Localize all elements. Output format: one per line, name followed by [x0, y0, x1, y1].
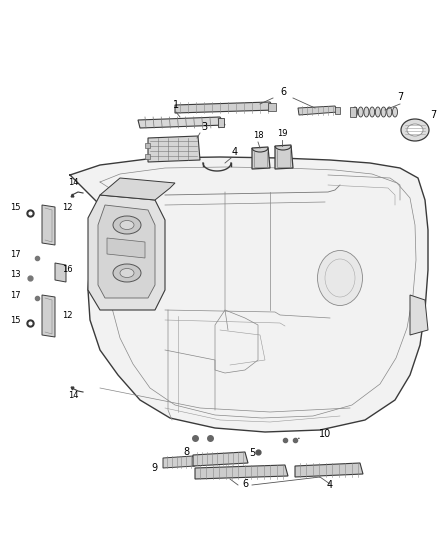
Bar	[268, 103, 276, 111]
Bar	[145, 143, 150, 148]
Ellipse shape	[364, 107, 369, 117]
Bar	[145, 154, 150, 159]
Text: 13: 13	[10, 270, 20, 279]
Ellipse shape	[358, 107, 363, 117]
Polygon shape	[70, 157, 428, 432]
Polygon shape	[88, 195, 165, 310]
Ellipse shape	[120, 221, 134, 230]
Text: 9: 9	[152, 463, 158, 473]
Ellipse shape	[318, 251, 363, 305]
Ellipse shape	[387, 107, 392, 117]
Bar	[350, 107, 356, 117]
Polygon shape	[175, 102, 275, 113]
Text: 16: 16	[62, 265, 73, 274]
Text: 14: 14	[68, 391, 78, 400]
FancyArrowPatch shape	[298, 438, 299, 439]
Text: 14: 14	[68, 178, 78, 187]
Text: 6: 6	[242, 479, 248, 489]
Polygon shape	[107, 238, 145, 258]
Text: 18: 18	[253, 131, 263, 140]
Ellipse shape	[392, 107, 398, 117]
Bar	[218, 118, 224, 127]
Text: 7: 7	[397, 92, 403, 102]
Ellipse shape	[113, 216, 141, 234]
Text: 12: 12	[62, 203, 73, 212]
Text: 15: 15	[10, 316, 20, 325]
Text: 8: 8	[184, 447, 190, 457]
Polygon shape	[98, 205, 155, 298]
Ellipse shape	[375, 107, 380, 117]
Text: 10: 10	[319, 429, 331, 439]
Ellipse shape	[407, 124, 423, 136]
Polygon shape	[55, 263, 66, 282]
Polygon shape	[252, 147, 270, 169]
Text: 4: 4	[327, 480, 333, 490]
Polygon shape	[275, 145, 293, 169]
Polygon shape	[148, 136, 200, 162]
Text: 17: 17	[10, 291, 20, 300]
Polygon shape	[42, 295, 55, 337]
Polygon shape	[138, 117, 225, 128]
Text: 19: 19	[277, 129, 287, 138]
Ellipse shape	[120, 269, 134, 278]
Ellipse shape	[353, 107, 357, 117]
Text: 17: 17	[10, 250, 20, 259]
Polygon shape	[193, 452, 248, 466]
Polygon shape	[195, 465, 288, 479]
Polygon shape	[295, 463, 363, 477]
Text: 5: 5	[249, 448, 255, 458]
Text: 4: 4	[232, 147, 238, 157]
Text: 7: 7	[430, 110, 436, 120]
Text: 3: 3	[201, 122, 207, 132]
Text: 6: 6	[280, 87, 286, 97]
Polygon shape	[100, 178, 175, 200]
Bar	[335, 107, 340, 114]
Ellipse shape	[113, 264, 141, 282]
Ellipse shape	[381, 107, 386, 117]
Polygon shape	[163, 456, 195, 468]
Ellipse shape	[370, 107, 374, 117]
Text: 15: 15	[10, 203, 20, 212]
Polygon shape	[298, 106, 338, 115]
Text: 12: 12	[62, 311, 73, 320]
Text: 1: 1	[173, 100, 179, 110]
Polygon shape	[410, 295, 428, 335]
Polygon shape	[42, 205, 55, 245]
Ellipse shape	[401, 119, 429, 141]
